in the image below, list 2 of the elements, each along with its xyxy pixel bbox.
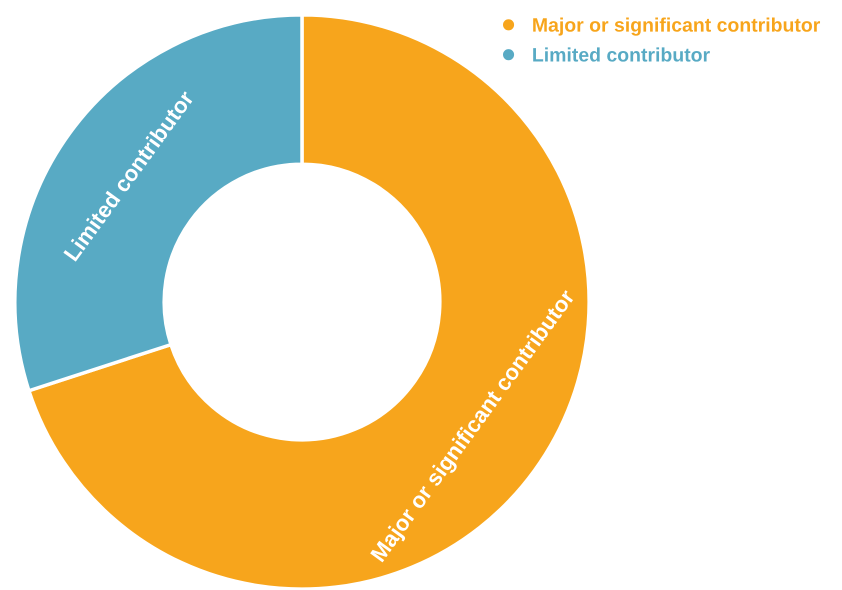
- legend-label: Limited contributor: [533, 47, 710, 62]
- legend-label: Major or significant contributor: [533, 18, 820, 36]
